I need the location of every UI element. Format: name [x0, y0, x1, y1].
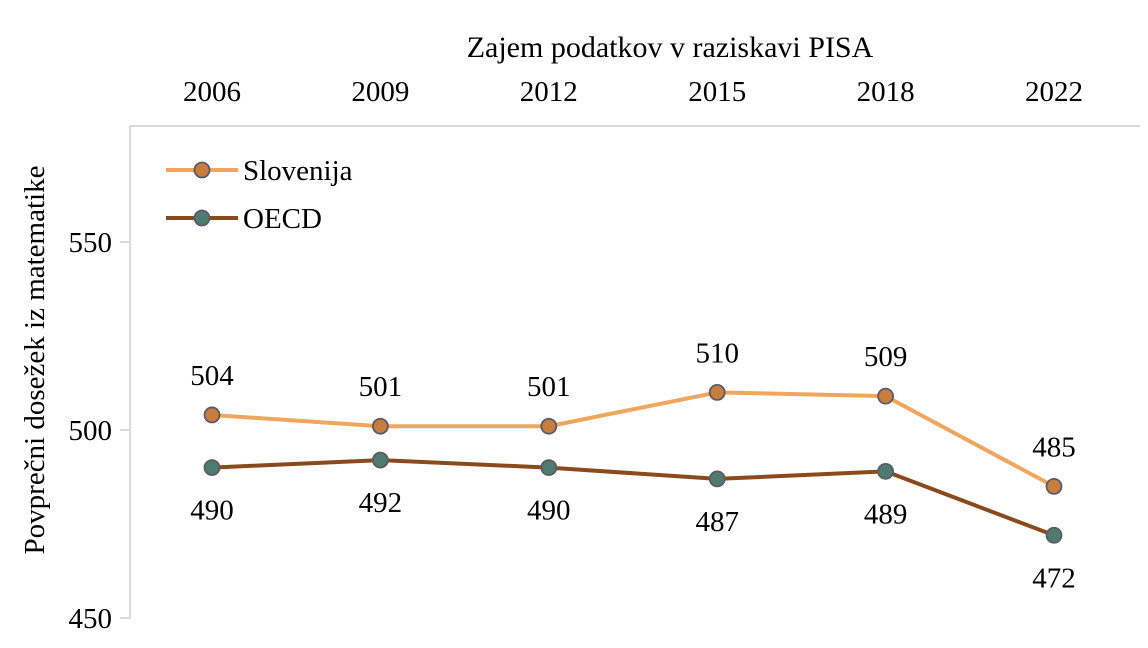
data-label: 490 — [190, 495, 234, 527]
data-label: 510 — [695, 337, 739, 369]
legend: Slovenija OECD — [166, 155, 353, 235]
data-label: 504 — [190, 360, 234, 392]
data-point — [1045, 477, 1063, 495]
data-point — [877, 462, 894, 480]
x-tick-label: 2009 — [351, 76, 409, 108]
series-group: 504 501 501 510 509 485 490 492 490 487 489 472 — [190, 337, 1076, 594]
legend-item-slovenija: Slovenija — [166, 155, 353, 187]
data-point — [540, 417, 558, 435]
legend-swatch-marker — [193, 209, 211, 227]
x-tick-label: 2012 — [520, 76, 578, 108]
legend-label: OECD — [243, 203, 322, 235]
legend-item-oecd: OECD — [166, 203, 322, 235]
data-point — [371, 417, 389, 435]
data-label: 485 — [1032, 431, 1076, 463]
series-line — [211, 458, 1055, 538]
data-point — [1045, 526, 1063, 544]
data-point — [203, 459, 221, 477]
data-point — [708, 383, 726, 401]
data-label: 501 — [527, 371, 571, 403]
x-tick-label: 2022 — [1025, 76, 1083, 108]
data-point — [708, 470, 726, 488]
data-label: 490 — [527, 495, 571, 527]
legend-label: Slovenija — [243, 155, 353, 187]
x-tick-label: 2006 — [183, 76, 241, 108]
data-label: 487 — [695, 506, 739, 538]
data-point — [540, 459, 558, 477]
data-label: 501 — [359, 371, 403, 403]
legend-swatch-marker — [193, 161, 211, 179]
data-label: 472 — [1032, 562, 1076, 594]
data-label: 509 — [864, 341, 908, 373]
y-axis-title: Povprečni dosežek iz matematike — [19, 166, 51, 555]
data-label: 492 — [359, 487, 403, 519]
series-slovenija: 504 501 501 510 509 485 — [190, 337, 1076, 495]
series-oecd: 490 492 490 487 489 472 — [190, 451, 1076, 594]
y-tick-label: 500 — [69, 415, 113, 447]
x-tick-labels: 2006 2009 2012 2015 2018 2022 — [183, 76, 1083, 108]
data-label: 489 — [864, 498, 908, 530]
x-axis-title: Zajem podatkov v raziskavi PISA — [467, 31, 874, 64]
y-tick-labels: 450 500 550 — [69, 227, 130, 635]
data-point — [371, 451, 389, 469]
y-tick-label: 550 — [69, 227, 113, 259]
data-point — [877, 387, 894, 405]
series-line — [211, 390, 1055, 489]
x-tick-label: 2018 — [857, 76, 915, 108]
axes — [129, 125, 1140, 618]
y-tick-label: 450 — [69, 603, 113, 635]
data-point — [203, 406, 221, 424]
x-tick-label: 2015 — [688, 76, 746, 108]
